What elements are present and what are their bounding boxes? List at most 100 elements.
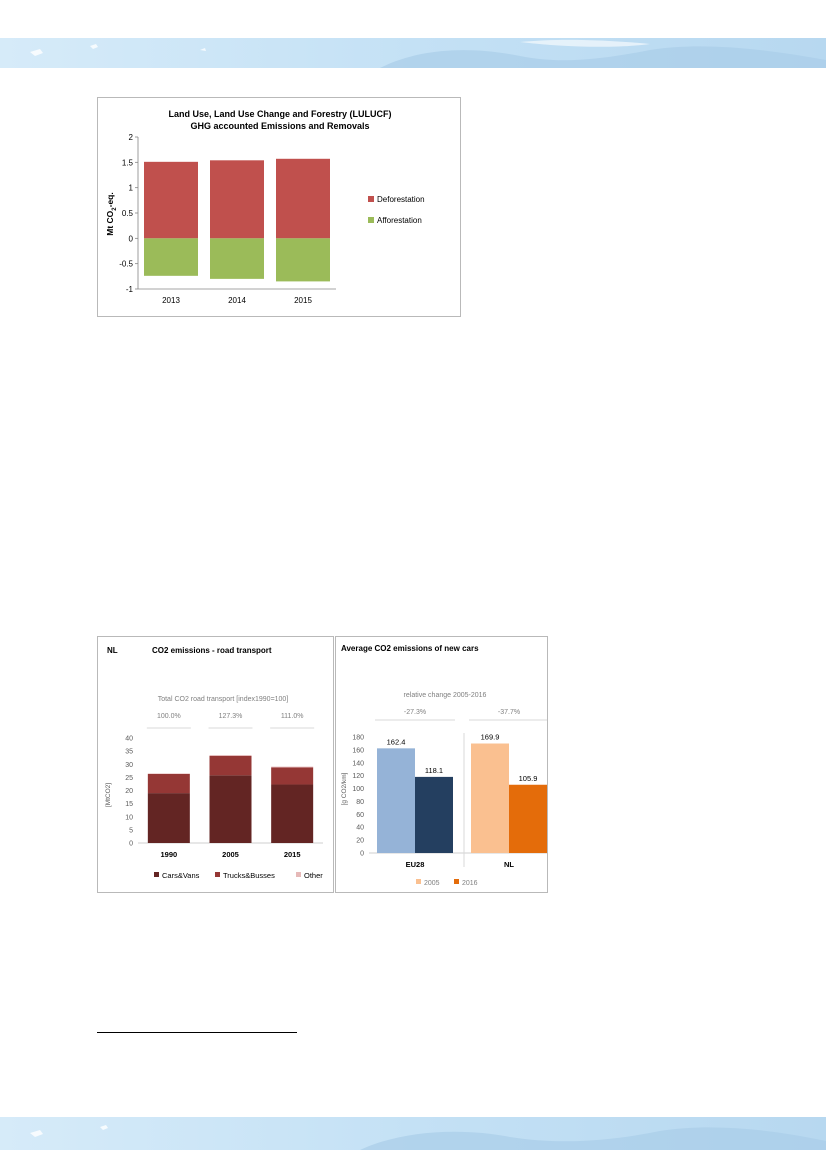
- new-cars-chart-svg: Average CO2 emissions of new cars relati…: [341, 644, 547, 887]
- cars-bar-eu28-2016: [415, 776, 453, 853]
- lulucf-x-tick-label: 2014: [228, 296, 246, 305]
- lulucf-chart-svg: Land Use, Land Use Change and Forestry (…: [105, 109, 425, 305]
- road-legend: Cars&Vans Trucks&Busses Other: [154, 871, 323, 880]
- road-transport-chart-svg: NL CO2 emissions - road transport Total …: [105, 646, 323, 880]
- lulucf-bar-deforestation: [276, 158, 330, 239]
- cars-y-tick-label: 180: [352, 735, 364, 742]
- cars-x-tick-label: EU28: [406, 860, 425, 869]
- road-legend-label: Trucks&Busses: [223, 871, 275, 880]
- cars-y-tick-label: 80: [356, 799, 364, 806]
- lulucf-bar-deforestation: [210, 160, 264, 239]
- cars-y-tick-label: 40: [356, 825, 364, 832]
- road-x-tick-label: 1990: [160, 850, 177, 859]
- new-cars-chart: Average CO2 emissions of new cars relati…: [335, 636, 548, 893]
- lulucf-y-tick-label: 1.5: [122, 158, 134, 167]
- cars-bar-value-label: 169.9: [481, 733, 500, 742]
- cars-bar-nl-2005: [471, 743, 509, 853]
- lulucf-bars: [144, 158, 330, 282]
- road-transport-chart: NL CO2 emissions - road transport Total …: [97, 636, 334, 893]
- cars-y-axis-label: [g CO2/km]: [341, 772, 348, 805]
- lulucf-chart-subtitle: GHG accounted Emissions and Removals: [190, 121, 369, 131]
- road-bar-segment: [209, 755, 252, 776]
- cars-legend-swatch: [454, 879, 459, 884]
- cars-annotations: -27.3% -37.7%: [375, 709, 547, 721]
- road-legend-swatch: [215, 872, 220, 877]
- road-legend-swatch: [296, 872, 301, 877]
- road-y-tick-label: 35: [125, 749, 133, 756]
- footer-banner: [0, 1117, 826, 1150]
- road-y-tick-label: 5: [129, 827, 133, 834]
- lulucf-bar-afforestation: [144, 238, 198, 276]
- road-y-tick-label: 25: [125, 775, 133, 782]
- cars-x-tick-label: NL: [504, 860, 514, 869]
- cars-bar-eu28-2005: [377, 748, 415, 853]
- cars-y-tick-label: 60: [356, 812, 364, 819]
- cars-bar-nl-2016: [509, 784, 547, 853]
- cars-legend: 2005 2016: [416, 879, 478, 887]
- road-annotations: 100.0% 127.3% 111.0%: [146, 713, 315, 729]
- road-annotation-value: 100.0%: [157, 713, 181, 720]
- header-banner: [0, 38, 826, 68]
- cars-bar-value-label: 162.4: [387, 737, 406, 746]
- road-y-tick-label: 20: [125, 788, 133, 795]
- lulucf-y-axis-label: Mt CO2-eq.: [105, 192, 118, 236]
- road-x-tick-label: 2005: [222, 850, 239, 859]
- lulucf-y-tick-label: -0.5: [119, 260, 133, 269]
- cars-y-tick-label: 20: [356, 838, 364, 845]
- lulucf-legend-label: Deforestation: [377, 195, 425, 204]
- footnote-separator: [97, 1032, 297, 1033]
- road-x-tick-label: 2015: [284, 850, 301, 859]
- lulucf-axes: 2 1.5 1 0.5 0 -0.5 -1 2013 2014 2015: [119, 133, 336, 305]
- road-y-tick-label: 0: [129, 841, 133, 848]
- road-y-tick-label: 30: [125, 762, 133, 769]
- road-y-tick-label: 10: [125, 814, 133, 821]
- cars-chart-title: Average CO2 emissions of new cars: [341, 644, 479, 653]
- road-bar-segment: [209, 755, 252, 756]
- cars-y-tick-label: 140: [352, 760, 364, 767]
- road-y-tick-label: 40: [125, 736, 133, 743]
- cars-annotation-value: -37.7%: [498, 709, 520, 716]
- cars-y-tick-label: 100: [352, 786, 364, 793]
- road-annotation-value: 111.0%: [281, 713, 304, 720]
- cars-annotation-value: -27.3%: [404, 709, 426, 716]
- road-bars: [147, 755, 314, 843]
- lulucf-x-tick-label: 2015: [294, 296, 312, 305]
- lulucf-bar-afforestation: [276, 238, 330, 282]
- road-y-tick-label: 15: [125, 801, 133, 808]
- lulucf-y-tick-label: 2: [129, 133, 134, 142]
- road-y-axis-label: [MtCO2]: [105, 783, 112, 807]
- road-legend-label: Cars&Vans: [162, 871, 200, 880]
- lulucf-legend-swatch: [368, 196, 374, 202]
- road-bar-segment: [271, 784, 314, 843]
- road-bar-segment: [147, 773, 190, 774]
- road-bar-segment: [271, 767, 314, 785]
- road-legend-label: Other: [304, 871, 323, 880]
- road-legend-swatch: [154, 872, 159, 877]
- road-chart-title: CO2 emissions - road transport: [152, 646, 272, 655]
- cars-legend-label: 2005: [424, 880, 440, 887]
- cars-bar-value-label: 105.9: [519, 774, 538, 783]
- cars-bars: 162.4 118.1 169.9 105.9: [377, 733, 547, 853]
- cars-y-tick-label: 160: [352, 747, 364, 754]
- road-bar-segment: [209, 775, 252, 843]
- cars-chart-annotation-title: relative change 2005-2016: [404, 692, 487, 699]
- cars-y-tick-label: 120: [352, 773, 364, 780]
- cars-legend-swatch: [416, 879, 421, 884]
- lulucf-bar-afforestation: [210, 238, 264, 279]
- cars-legend-label: 2016: [462, 880, 478, 887]
- lulucf-legend-label: Afforestation: [377, 216, 422, 225]
- road-chart-corner-label: NL: [107, 646, 118, 655]
- lulucf-chart: Land Use, Land Use Change and Forestry (…: [97, 97, 461, 317]
- road-chart-annotation-title: Total CO2 road transport [index1990=100]: [158, 696, 289, 703]
- lulucf-bar-deforestation: [144, 161, 198, 239]
- lulucf-y-tick-label: 1: [129, 184, 134, 193]
- lulucf-y-tick-label: -1: [126, 285, 134, 294]
- lulucf-y-tick-label: 0: [129, 234, 134, 243]
- lulucf-legend-swatch: [368, 217, 374, 223]
- lulucf-x-tick-label: 2013: [162, 296, 180, 305]
- cars-bar-value-label: 118.1: [425, 766, 443, 775]
- road-annotation-value: 127.3%: [219, 713, 243, 720]
- cars-y-tick-label: 0: [360, 851, 364, 858]
- lulucf-y-tick-label: 0.5: [122, 209, 134, 218]
- road-bar-segment: [271, 766, 314, 768]
